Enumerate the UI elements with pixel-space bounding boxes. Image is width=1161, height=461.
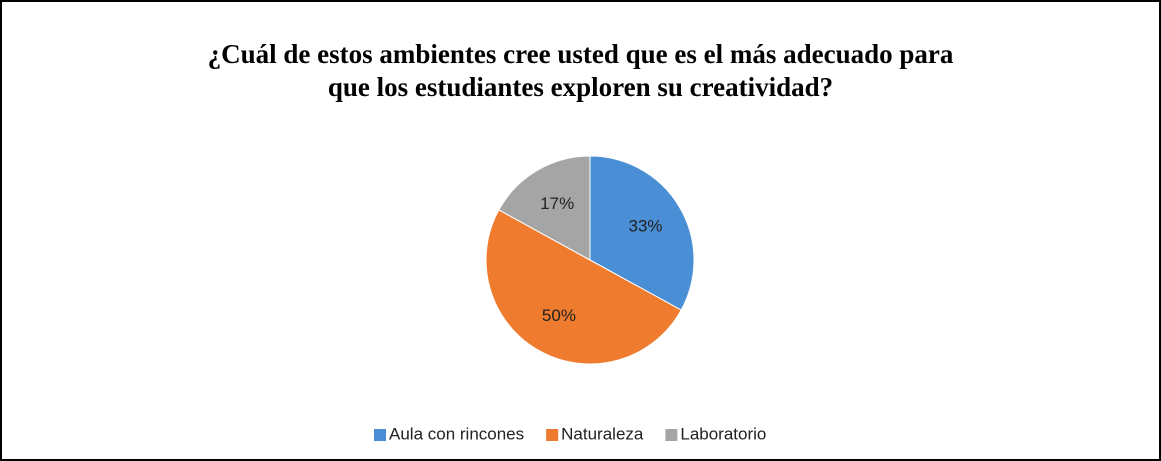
legend-swatch: [665, 429, 678, 441]
legend-label: Laboratorio: [680, 424, 766, 443]
chart-title: ¿Cuál de estos ambientes cree usted que …: [207, 39, 954, 102]
title-box: ¿Cuál de estos ambientes cree usted que …: [2, 38, 1159, 104]
pie-slice: [498, 155, 591, 261]
data-label: 17%: [540, 194, 574, 213]
data-label: 33%: [628, 217, 662, 236]
legend-label: Naturaleza: [561, 424, 644, 443]
data-label: 50%: [542, 306, 576, 325]
legend-swatch: [546, 429, 559, 441]
legend-label: Aula con rincones: [389, 424, 524, 443]
pie-slice: [485, 209, 682, 365]
legend-swatch: [374, 429, 386, 441]
pie-slice: [589, 155, 695, 311]
